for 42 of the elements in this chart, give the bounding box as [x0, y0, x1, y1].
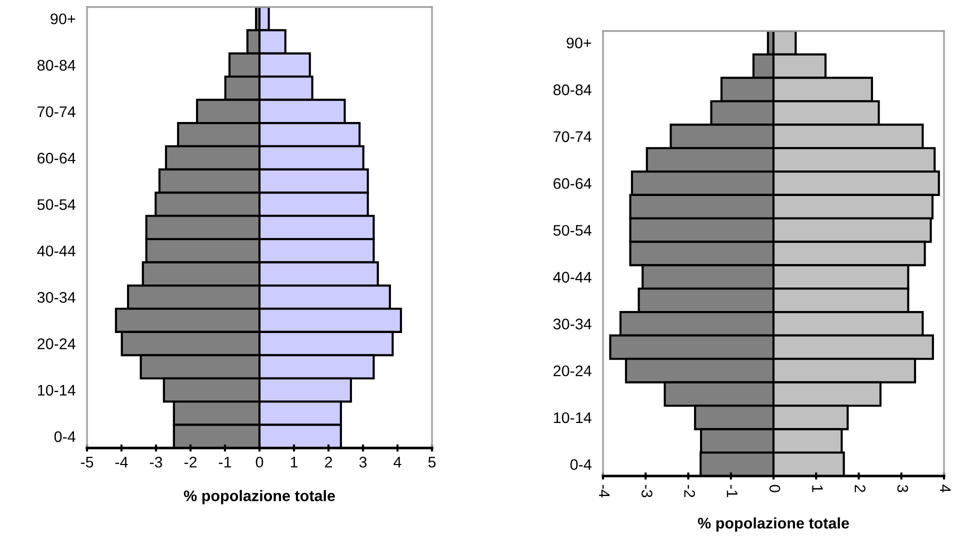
x-tick-label: 1	[290, 456, 298, 468]
y-tick-label: 50-54	[37, 199, 76, 210]
x-tick-label: 4	[940, 484, 951, 492]
x-tick-label: 2	[325, 456, 332, 468]
y-tick-label: 50-54	[553, 224, 592, 236]
x-axis-title: % popolazione totale	[184, 490, 335, 504]
y-tick-label: 70-74	[554, 131, 592, 142]
x-tick-label: -3	[150, 456, 162, 468]
y-tick-label: 30-34	[553, 318, 592, 330]
x-tick-label: 4	[394, 456, 402, 468]
y-tick-label: 10-14	[554, 412, 592, 424]
x-tick-label: -2	[684, 485, 695, 498]
y-tick-label: 80-84	[37, 60, 76, 71]
y-tick-label: 20-24	[554, 365, 592, 376]
y-tick-label: 90+	[50, 13, 76, 24]
x-tick-label: -1	[726, 485, 738, 498]
y-tick-label: 10-14	[38, 384, 76, 396]
y-tick-label: 30-34	[37, 292, 76, 303]
x-tick-label: -4	[115, 456, 128, 468]
x-tick-label: -4	[599, 485, 610, 498]
y-tick-label: 90+	[566, 38, 592, 48]
y-tick-label: 60-64	[554, 178, 592, 189]
y-tick-label: 80-84	[553, 84, 592, 96]
y-tick-label: 0-4	[54, 431, 76, 442]
y-tick-label: 40-44	[553, 272, 592, 283]
x-tick-label: 1	[812, 486, 823, 492]
y-tick-label: 60-64	[38, 152, 76, 164]
x-tick-label: 2	[854, 485, 866, 492]
y-tick-label: 20-24	[38, 338, 76, 350]
y-tick-label: 40-44	[37, 246, 76, 256]
y-tick-label: 0-4	[570, 459, 592, 470]
x-tick-label: 5	[428, 456, 436, 468]
x-tick-label: -3	[642, 485, 652, 498]
x-tick-label: 0	[769, 484, 780, 492]
x-tick-label: -1	[218, 456, 232, 468]
x-tick-label: -5	[80, 456, 94, 468]
x-tick-label: 3	[897, 484, 908, 492]
y-tick-label: 70-74	[38, 106, 76, 118]
x-tick-label: -2	[184, 456, 197, 468]
x-tick-label: 0	[256, 456, 264, 468]
x-tick-label: 3	[359, 456, 367, 468]
x-axis-title: % popolazione totale	[698, 517, 849, 532]
